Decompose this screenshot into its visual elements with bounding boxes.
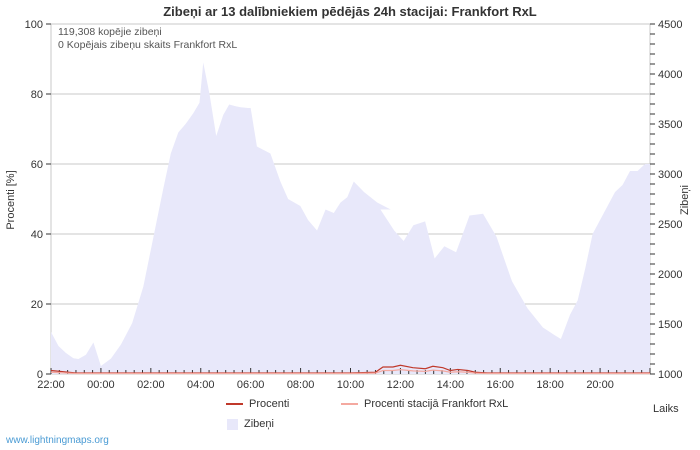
svg-text:14:00: 14:00 [437, 379, 465, 391]
svg-text:04:00: 04:00 [187, 379, 215, 391]
svg-text:2500: 2500 [658, 219, 682, 231]
svg-text:3000: 3000 [658, 169, 682, 181]
svg-text:22:00: 22:00 [37, 379, 65, 391]
svg-text:100: 100 [25, 19, 43, 31]
svg-text:1500: 1500 [658, 319, 682, 331]
svg-text:40: 40 [31, 229, 43, 241]
svg-text:20:00: 20:00 [586, 379, 614, 391]
svg-text:Laiks: Laiks [653, 403, 679, 415]
svg-text:18:00: 18:00 [536, 379, 564, 391]
svg-text:02:00: 02:00 [137, 379, 165, 391]
svg-text:Procenti [%]: Procenti [%] [5, 170, 17, 229]
svg-text:4500: 4500 [658, 19, 682, 31]
svg-text:00:00: 00:00 [87, 379, 115, 391]
svg-text:1000: 1000 [658, 369, 682, 381]
svg-text:12:00: 12:00 [387, 379, 415, 391]
svg-text:16:00: 16:00 [486, 379, 514, 391]
svg-text:06:00: 06:00 [237, 379, 265, 391]
svg-text:3500: 3500 [658, 119, 682, 131]
svg-text:08:00: 08:00 [287, 379, 315, 391]
svg-text:80: 80 [31, 89, 43, 101]
svg-text:20: 20 [31, 299, 43, 311]
svg-text:10:00: 10:00 [337, 379, 365, 391]
svg-text:2000: 2000 [658, 269, 682, 281]
svg-text:60: 60 [31, 159, 43, 171]
svg-text:Zibeņi: Zibeņi [679, 185, 691, 215]
svg-text:4000: 4000 [658, 69, 682, 81]
